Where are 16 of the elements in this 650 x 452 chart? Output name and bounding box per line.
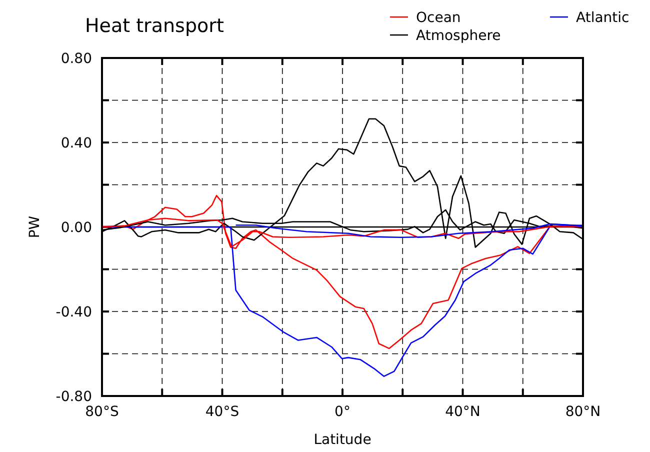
x-axis-title: Latitude (314, 432, 372, 448)
legend-label: Atmosphere (416, 28, 501, 44)
y-axis-title: PW (27, 216, 43, 238)
chart-title: Heat transport (85, 15, 224, 37)
x-tick-label: 40°S (205, 404, 240, 420)
x-tick-label: 80°N (565, 404, 601, 420)
legend-label: Ocean (416, 10, 461, 26)
y-tick-label: 0.40 (60, 136, 92, 152)
y-tick-label: 0.80 (60, 51, 92, 67)
y-tick-label: -0.40 (56, 304, 92, 320)
y-tick-label: 0.00 (60, 220, 92, 236)
x-tick-label: 0° (334, 404, 350, 420)
y-tick-label: -0.80 (56, 389, 92, 405)
x-tick-label: 80°S (85, 404, 119, 420)
x-tick-label: 40°N (445, 404, 480, 420)
legend-label: Atlantic (576, 10, 630, 26)
